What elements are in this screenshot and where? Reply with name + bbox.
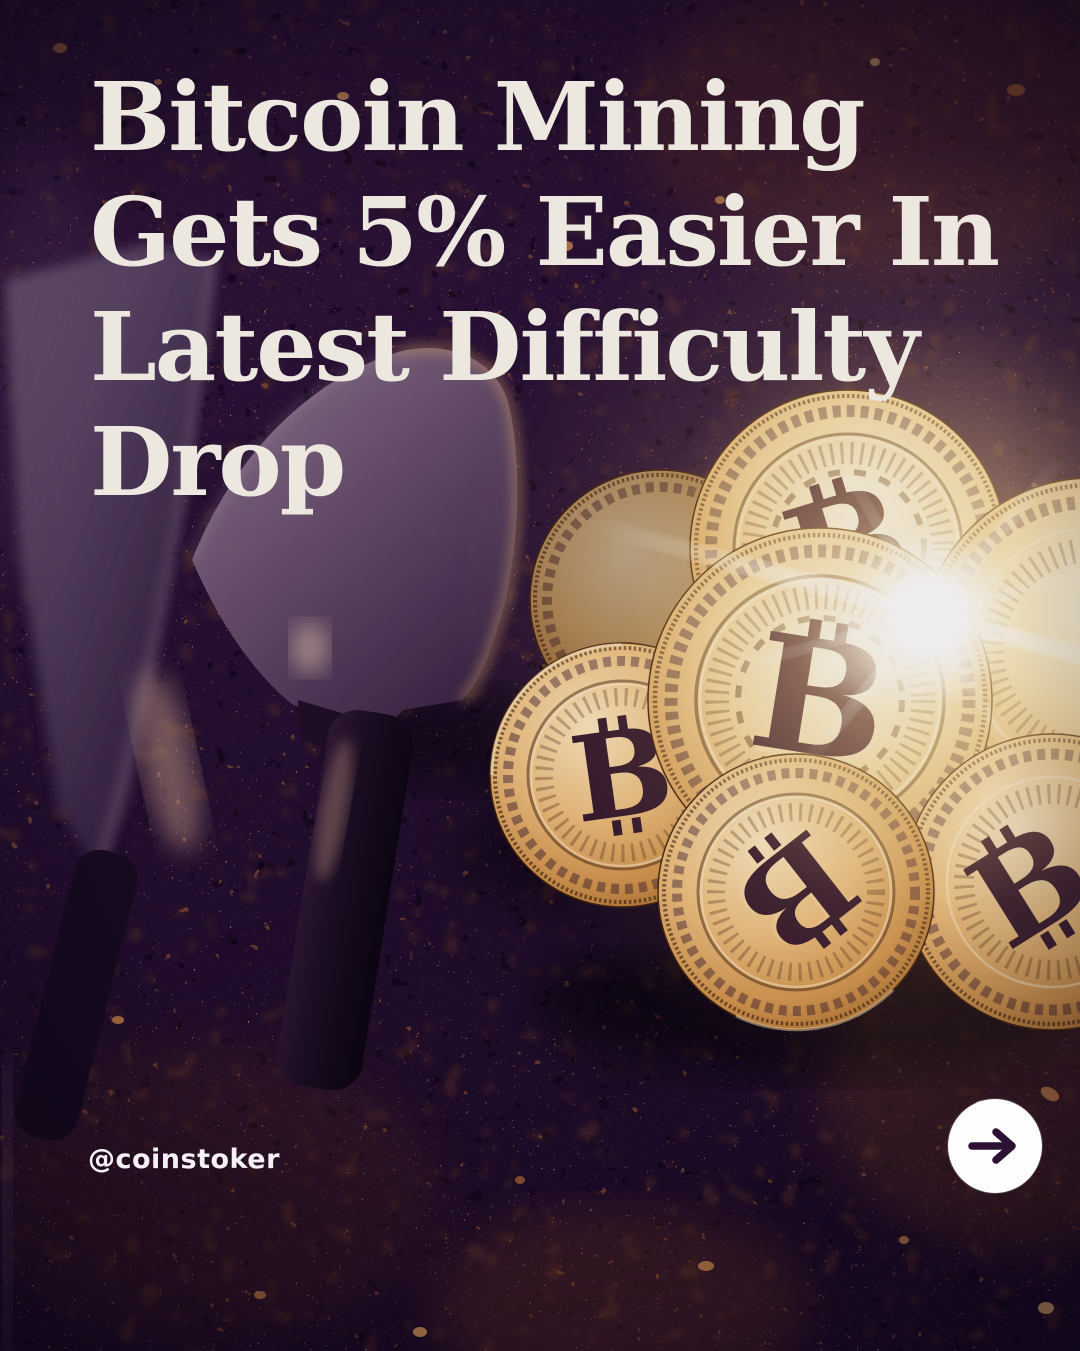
next-arrow-button[interactable] — [948, 1099, 1042, 1193]
headline-line-1: Bitcoin Mining — [90, 62, 866, 173]
headline-line-2: Gets 5% Easier In — [90, 177, 1000, 288]
headline: Bitcoin Mining Gets 5% Easier In Latest … — [90, 60, 1050, 520]
arrow-right-icon — [968, 1128, 1016, 1164]
headline-line-4: Drop — [90, 407, 346, 518]
author-handle: @coinstoker — [88, 1144, 280, 1175]
headline-line-3: Latest Difficulty — [90, 292, 920, 403]
